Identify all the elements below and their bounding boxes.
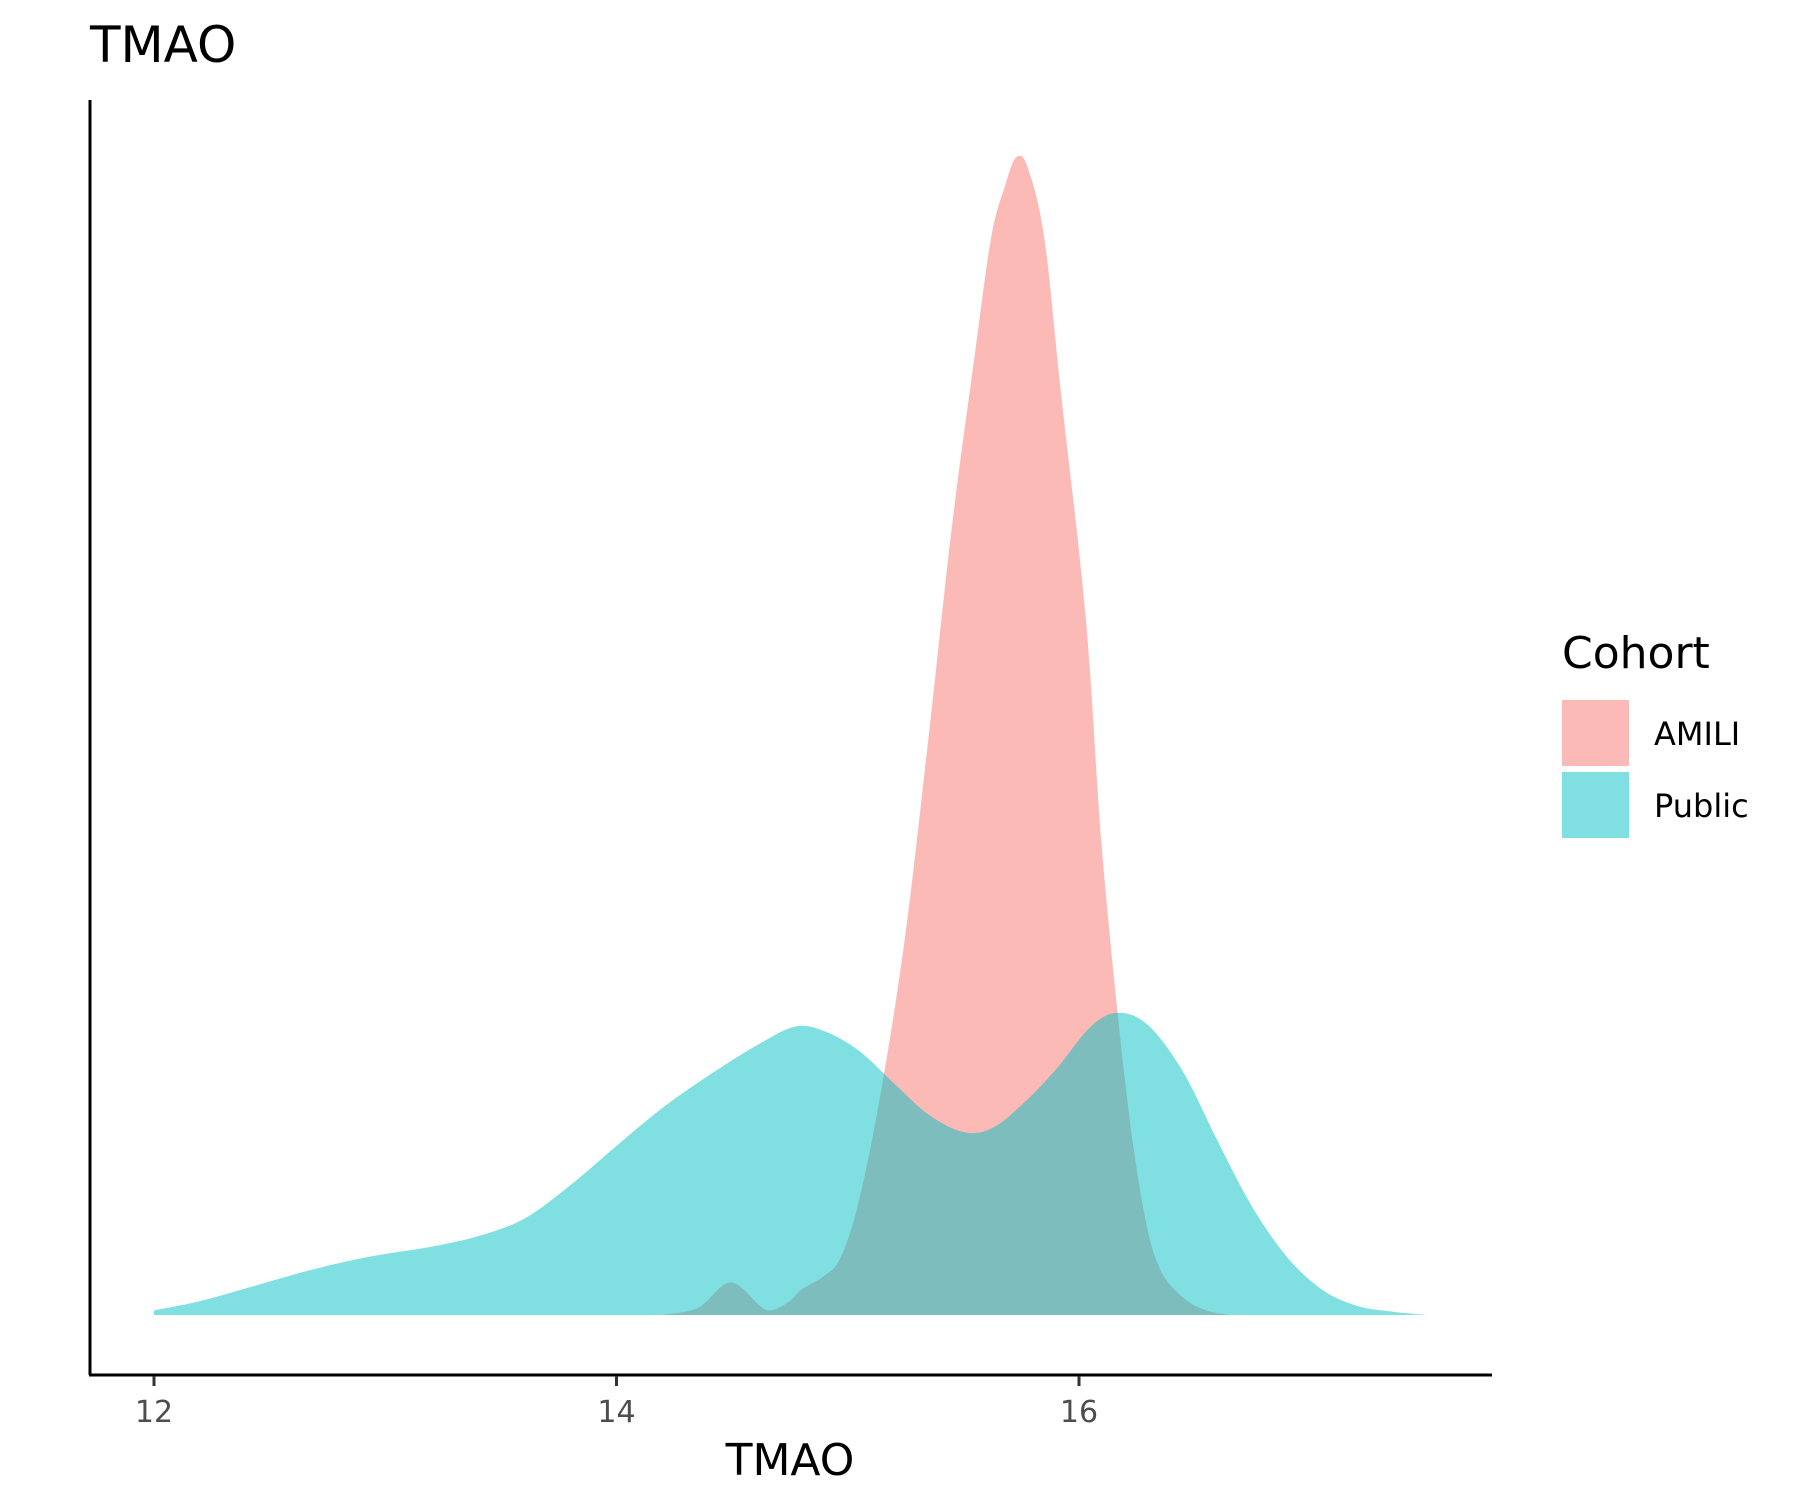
legend-key-public bbox=[1562, 772, 1629, 838]
legend-title: Cohort bbox=[1562, 628, 1710, 679]
legend-label-public: Public bbox=[1654, 787, 1749, 825]
x-tick-label: 12 bbox=[135, 1395, 173, 1430]
chart-title: TMAO bbox=[89, 16, 236, 74]
legend: Cohort AMILI Public bbox=[1562, 628, 1749, 838]
density-area-amili bbox=[662, 155, 1230, 1315]
x-axis-ticks: 12 14 16 bbox=[135, 1376, 1098, 1430]
legend-label-amili: AMILI bbox=[1654, 715, 1740, 753]
density-areas bbox=[154, 155, 1426, 1315]
legend-key-amili bbox=[1562, 700, 1629, 766]
x-tick-label: 16 bbox=[1060, 1395, 1098, 1430]
x-tick-label: 14 bbox=[597, 1395, 635, 1430]
density-area-public bbox=[154, 1012, 1426, 1315]
x-axis-label: TMAO bbox=[725, 1435, 855, 1486]
